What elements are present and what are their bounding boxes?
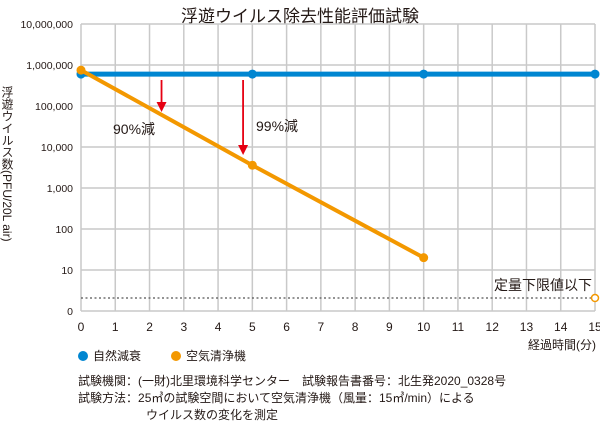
data-point-below-limit (590, 293, 600, 303)
x-tick-label: 0 (78, 320, 85, 334)
data-point (247, 160, 257, 170)
x-tick-label: 15 (588, 320, 600, 334)
test-notes: 試験機関： (一財)北里環境科学センター 試験報告書番号：北生発2020_0328… (78, 373, 506, 424)
x-tick-label: 7 (318, 320, 325, 334)
x-tick-label: 9 (386, 320, 393, 334)
reduction-label: 99%減 (256, 118, 298, 134)
chart-plot: 0 1 2 3 4 5 6 7 8 9 10 11 12 13 14 1510,000,0001,000,00… (20, 19, 600, 334)
org-text: (一財)北里環境科学センター 試験報告書番号：北生発2020_0328号 (138, 374, 507, 388)
legend-marker-blue (78, 350, 88, 361)
reduction-label: 90%減 (113, 121, 155, 137)
x-axis-label: 経過時間(分) (528, 338, 596, 352)
x-tick-label: 4 (215, 320, 222, 334)
legend-label: 自然減衰 (93, 349, 142, 363)
x-tick-label: 11 (452, 320, 465, 334)
x-tick-label: 3 (180, 320, 187, 334)
reduction-arrow-head (238, 145, 249, 155)
y-tick-label: 100 (55, 224, 73, 236)
x-tick-label: 10 (417, 320, 431, 334)
data-point (419, 69, 429, 79)
y-tick-label: 10,000 (41, 142, 73, 154)
y-tick-label: 10,000,000 (20, 19, 73, 31)
x-tick-label: 14 (554, 320, 568, 334)
limit-label: 定量下限値以下 (494, 277, 592, 293)
data-point (76, 65, 86, 75)
legend-marker-orange (171, 350, 182, 361)
x-tick-label: 8 (352, 320, 359, 334)
y-tick-label: 1,000 (47, 183, 73, 195)
legend: 自然減衰 空気清浄機 (78, 347, 246, 364)
x-tick-label: 13 (520, 320, 534, 334)
reduction-arrow-head (156, 102, 167, 112)
legend-label: 空気清浄機 (186, 349, 247, 363)
x-tick-label: 12 (486, 320, 500, 334)
org-label: 試験機関： (78, 374, 139, 388)
x-tick-label: 2 (146, 320, 153, 334)
x-tick-label: 5 (249, 320, 256, 334)
method-label: 試験方法： (78, 391, 139, 405)
data-point (419, 253, 429, 263)
data-point (247, 69, 257, 79)
y-tick-label: 100,000 (35, 101, 73, 113)
legend-item-purifier: 空気清浄機 (171, 347, 246, 364)
method-text-1: 25㎥の試験空間において空気清浄機（風量：15㎥/min）による (138, 391, 475, 405)
y-tick-label: 0 (67, 306, 73, 318)
data-point (590, 69, 600, 79)
y-tick-label: 10 (61, 265, 73, 277)
legend-item-natural: 自然減衰 (78, 347, 141, 364)
y-axis-label: 浮遊ウイルス数(PFU/20L air) (0, 86, 14, 242)
method-text-2: ウイルス数の変化を測定 (146, 408, 279, 422)
y-tick-label: 1,000,000 (26, 60, 73, 72)
x-tick-label: 6 (283, 320, 290, 334)
x-tick-label: 1 (112, 320, 119, 334)
chart-title: 浮遊ウイルス除去性能評価試験 (181, 7, 419, 26)
